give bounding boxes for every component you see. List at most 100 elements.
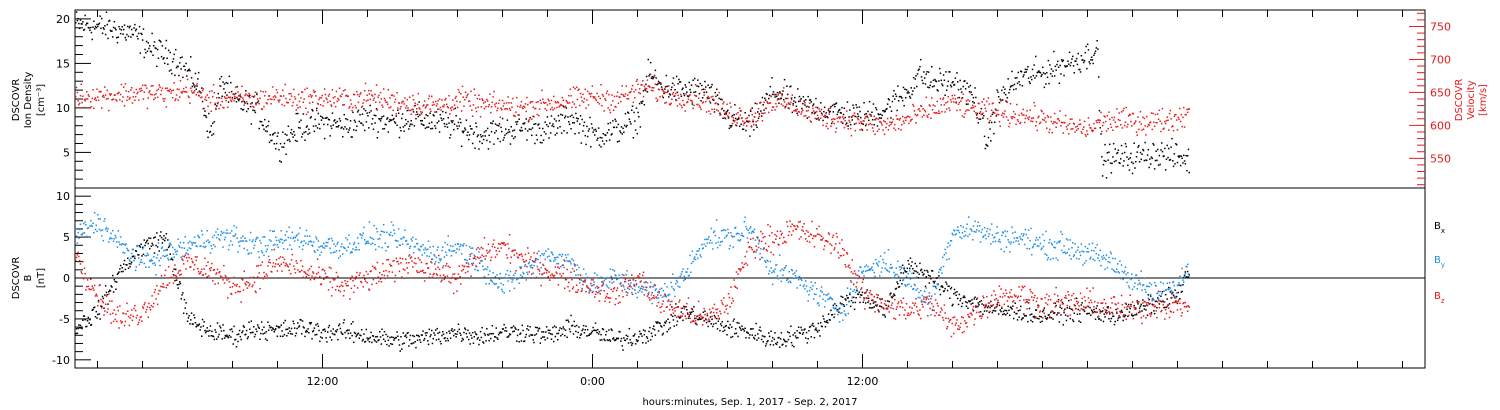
bx-point (128, 262, 131, 265)
velocity-point (295, 109, 297, 111)
bx-point (301, 333, 303, 335)
density-point (312, 125, 315, 127)
velocity-point (1108, 111, 1110, 113)
velocity-point (582, 93, 584, 96)
by-point (349, 242, 351, 245)
density-point (160, 55, 163, 58)
by-point (351, 251, 353, 253)
velocity-point (575, 86, 578, 88)
bx-point (979, 311, 982, 313)
bx-point (713, 314, 716, 317)
bx-point (555, 326, 557, 329)
bx-point (657, 330, 660, 332)
velocity-point (455, 95, 457, 98)
velocity-point (838, 117, 841, 120)
velocity-point (201, 96, 203, 98)
by-point (112, 229, 114, 232)
bx-point (1183, 276, 1185, 279)
bx-point (649, 326, 651, 329)
density-point (605, 140, 608, 142)
by-point (104, 228, 107, 231)
velocity-point (722, 103, 724, 105)
velocity-point (344, 89, 346, 91)
density-point (919, 65, 921, 68)
density-point (186, 70, 189, 72)
velocity-point (297, 93, 300, 96)
velocity-point (386, 101, 388, 103)
bx-point (535, 333, 538, 335)
density-point (280, 161, 282, 163)
velocity-point (242, 99, 245, 101)
bx-point (1073, 312, 1075, 314)
density-point (349, 120, 352, 122)
bx-point (1188, 274, 1190, 276)
by-point (119, 243, 121, 246)
density-point (625, 126, 627, 128)
velocity-point (97, 96, 99, 98)
by-point (213, 234, 216, 237)
bx-point (872, 302, 875, 304)
velocity-point (179, 80, 182, 82)
density-point (1039, 72, 1042, 74)
density-point (307, 133, 309, 135)
density-point (1024, 68, 1027, 71)
bx-point (156, 232, 158, 234)
density-point (560, 113, 562, 116)
density-point (1179, 164, 1182, 167)
density-point (989, 128, 991, 130)
bx-point (277, 325, 279, 328)
velocity-point (616, 91, 619, 93)
density-point (688, 81, 690, 84)
by-point (419, 245, 422, 248)
by-point (140, 259, 142, 261)
velocity-point (1077, 128, 1079, 130)
velocity-point (779, 98, 781, 100)
velocity-point (767, 102, 769, 105)
by-point (360, 234, 362, 236)
bx-point (470, 334, 472, 337)
velocity-point (377, 96, 379, 99)
velocity-point (304, 88, 306, 91)
by-point (518, 282, 520, 284)
density-point (665, 74, 668, 77)
velocity-point (1102, 121, 1105, 124)
velocity-point (483, 107, 486, 110)
velocity-point (272, 96, 275, 98)
velocity-point (1156, 122, 1158, 124)
bx-point (1068, 307, 1071, 309)
bx-point (396, 331, 398, 333)
bx-point (427, 343, 430, 346)
density-point (1162, 155, 1164, 158)
bx-point (799, 332, 801, 334)
velocity-point (1159, 120, 1161, 122)
density-point (608, 129, 610, 131)
bx-point (536, 326, 538, 329)
bx-point (686, 309, 688, 311)
bx-point (317, 325, 320, 327)
bx-point (1043, 307, 1046, 309)
density-point (182, 76, 184, 79)
velocity-point (1009, 122, 1011, 125)
bx-point (351, 334, 353, 337)
bx-point (999, 309, 1001, 311)
bx-point (702, 311, 705, 313)
density-point (697, 79, 699, 81)
density-point (340, 127, 342, 129)
density-point (326, 116, 328, 119)
bx-point (575, 324, 578, 327)
velocity-point (536, 113, 538, 116)
bx-point (292, 320, 294, 323)
velocity-point (353, 93, 356, 96)
density-point (230, 90, 233, 93)
density-point (213, 121, 216, 123)
velocity-point (771, 106, 774, 108)
by-point (505, 273, 507, 276)
velocity-point (648, 85, 650, 87)
bx-point (507, 336, 509, 338)
velocity-point (502, 105, 505, 107)
density-point (1161, 150, 1164, 153)
density-point (1153, 168, 1156, 170)
bx-point (989, 306, 991, 309)
velocity-point (623, 95, 626, 98)
bx-point (202, 325, 205, 327)
